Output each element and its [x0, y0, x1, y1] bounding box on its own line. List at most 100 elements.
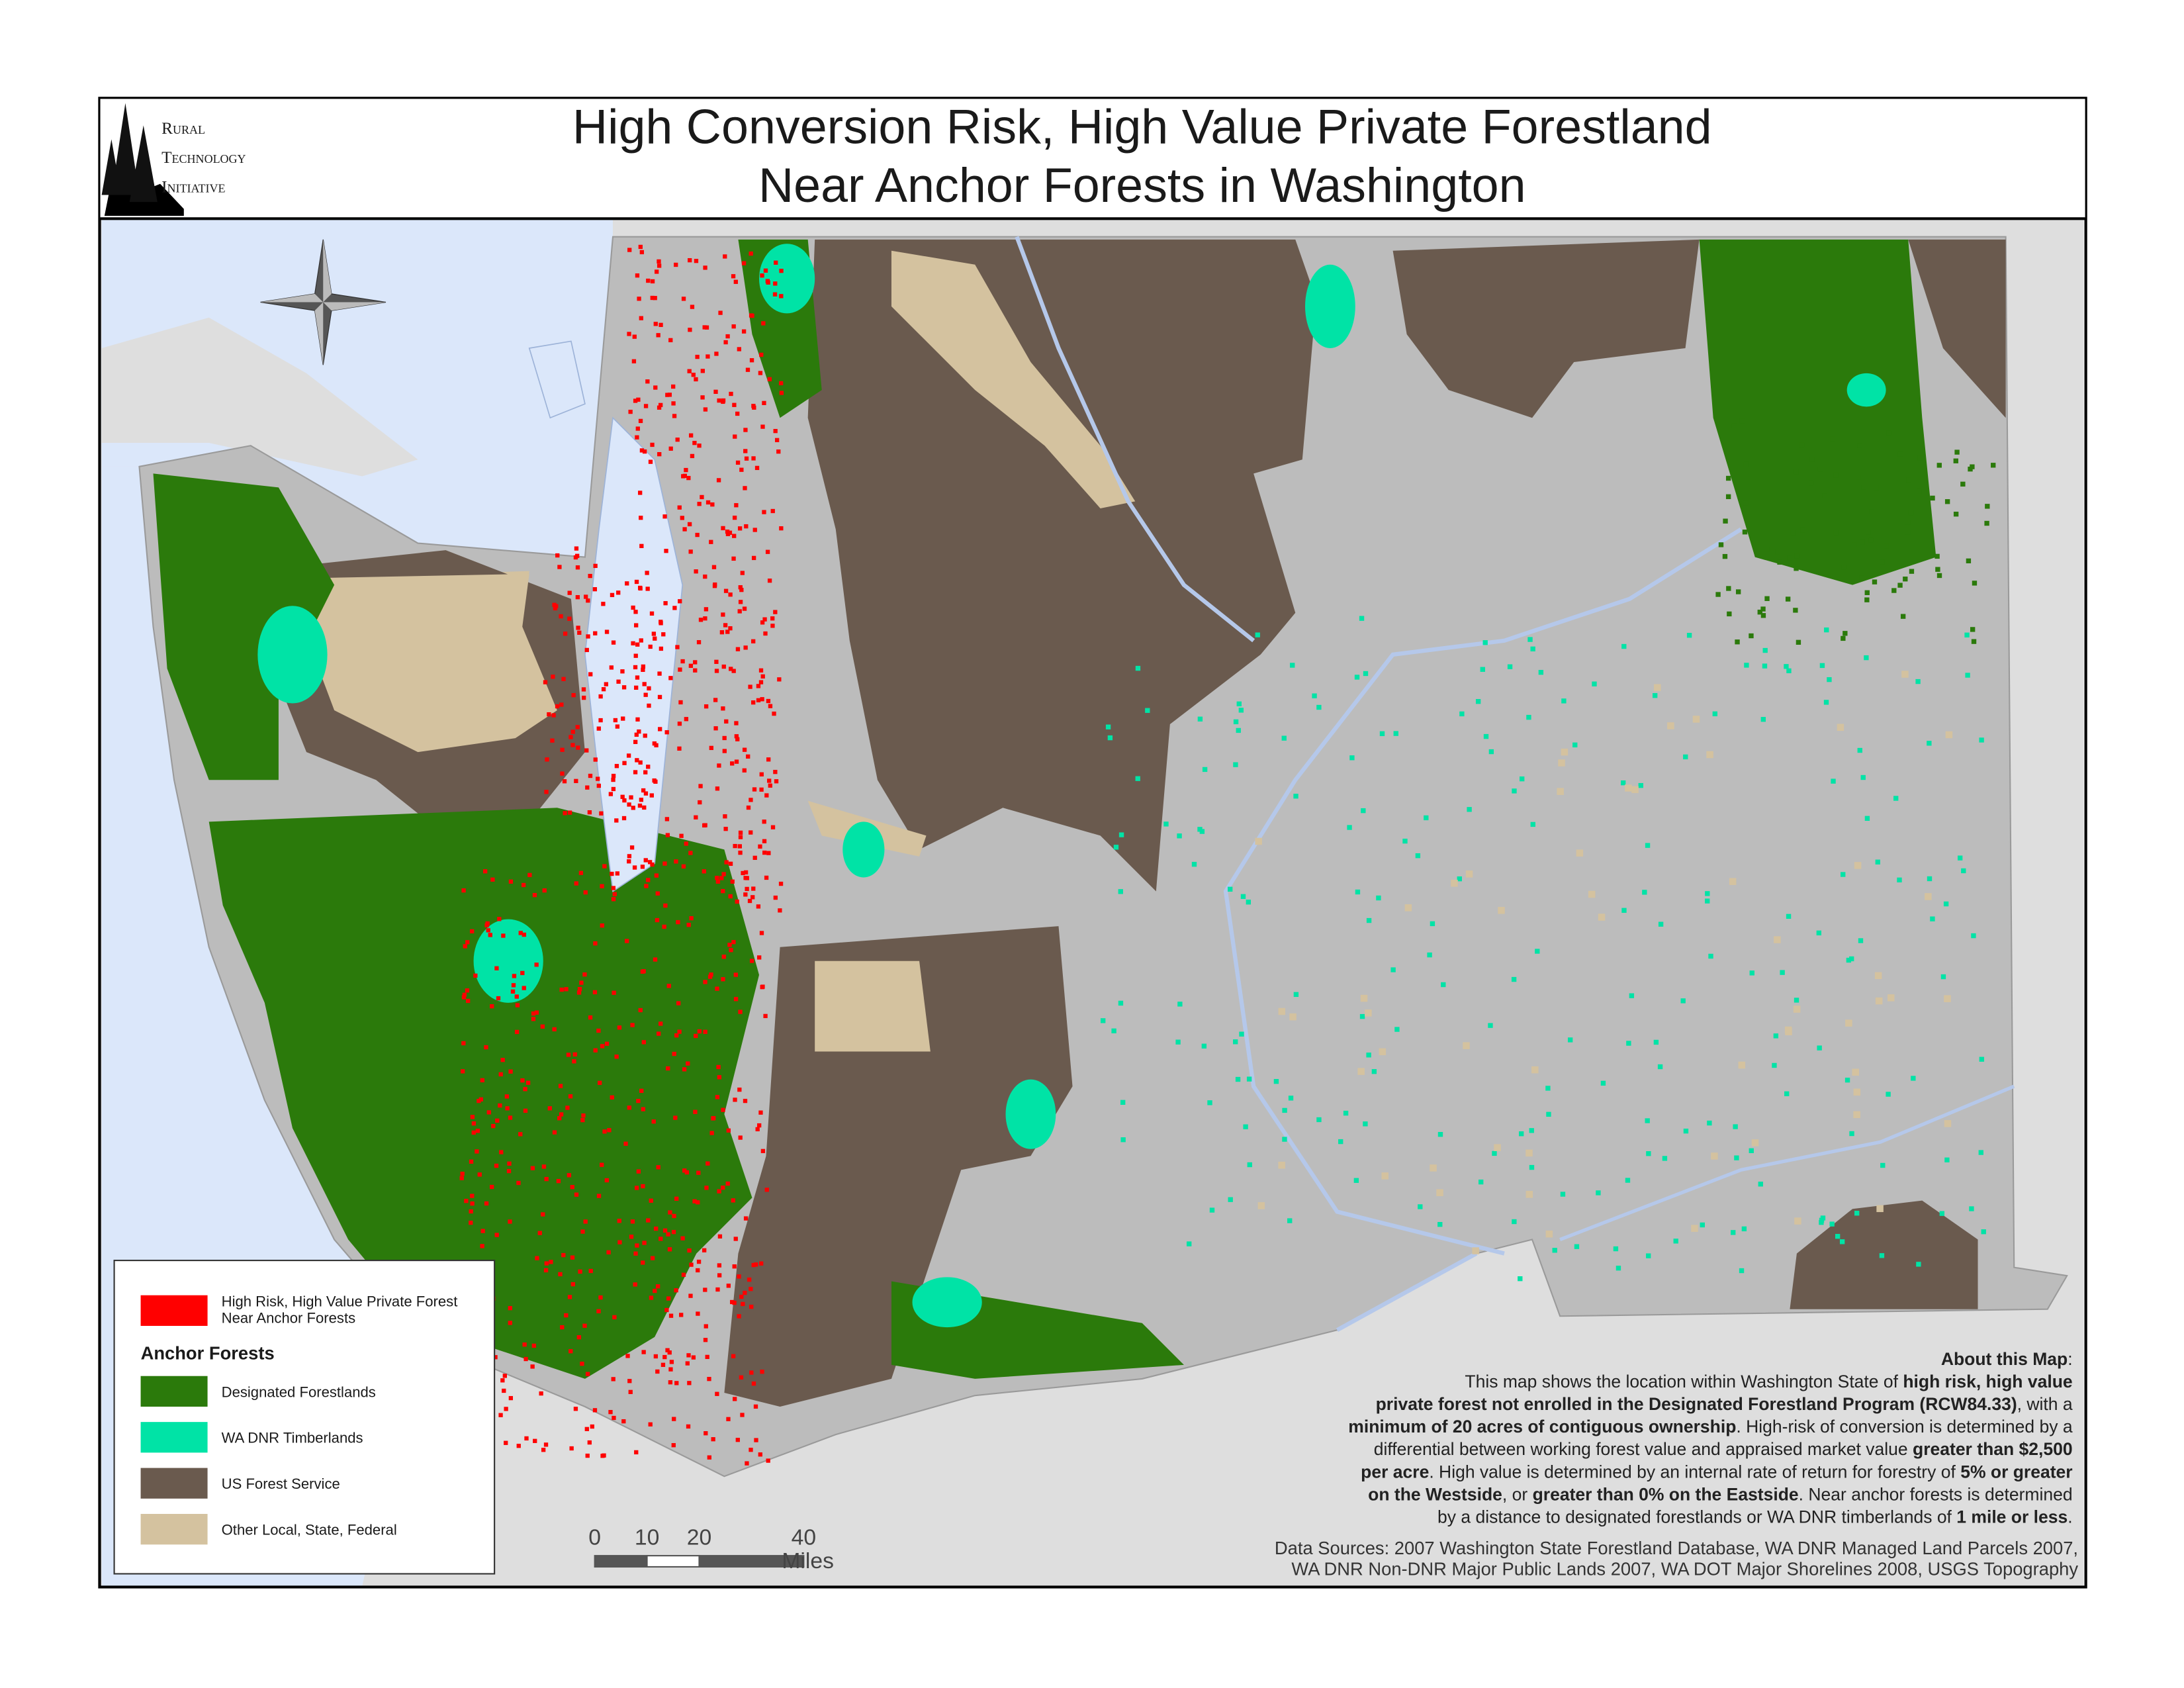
patch: [511, 983, 516, 988]
patch: [749, 251, 753, 256]
patch: [1893, 796, 1899, 801]
patch: [728, 894, 733, 899]
scale-segment: [594, 1555, 648, 1568]
patch: [1278, 1161, 1285, 1169]
patch: [1652, 693, 1658, 698]
patch: [1794, 553, 1800, 559]
patch: [1349, 755, 1355, 761]
patch: [767, 778, 772, 783]
about-run: differential between working forest valu…: [1374, 1439, 1913, 1459]
patch: [725, 334, 730, 339]
patch: [1731, 1230, 1736, 1235]
patch: [1820, 1215, 1826, 1221]
patch: [1191, 861, 1197, 867]
patch: [1592, 681, 1597, 686]
patch: [649, 793, 654, 798]
patch: [505, 1106, 510, 1111]
patch: [581, 695, 586, 700]
patch: [534, 1010, 539, 1015]
patch: [726, 1284, 731, 1288]
patch: [1731, 423, 1737, 428]
patch: [648, 459, 653, 464]
patch: [544, 1261, 549, 1266]
patch: [586, 598, 590, 603]
patch: [1725, 494, 1731, 499]
patch: [610, 1095, 614, 1100]
patch: [762, 617, 767, 622]
patch: [611, 777, 615, 782]
patch: [1866, 530, 1871, 535]
patch: [490, 1004, 494, 1009]
patch: [541, 1448, 546, 1452]
patch: [1718, 542, 1724, 547]
patch: [767, 579, 772, 583]
patch: [1120, 1100, 1126, 1105]
patch: [470, 1201, 475, 1206]
patch: [583, 1219, 588, 1224]
patch: [498, 1072, 503, 1077]
patch: [656, 333, 660, 338]
patch: [694, 815, 698, 820]
patch: [737, 844, 742, 849]
patch: [1236, 727, 1241, 733]
patch: [625, 1354, 630, 1358]
patch: [1646, 1253, 1651, 1258]
patch: [737, 1274, 741, 1279]
patch: [764, 1188, 769, 1192]
patch: [596, 1028, 601, 1033]
patch: [1441, 982, 1446, 988]
dnr-timberland: [1305, 264, 1355, 348]
patch: [671, 1443, 676, 1448]
patch: [734, 759, 739, 764]
patch: [681, 864, 686, 869]
patch: [1711, 1152, 1718, 1160]
patch: [728, 592, 733, 597]
patch: [1764, 547, 1770, 552]
patch: [1725, 475, 1731, 481]
patch: [654, 1226, 659, 1231]
patch: [593, 563, 598, 569]
patch: [1861, 485, 1866, 490]
patch: [631, 641, 635, 645]
patch: [682, 527, 687, 532]
frame: [98, 97, 2087, 1589]
patch: [1560, 1192, 1566, 1197]
patch: [1236, 701, 1242, 707]
patch: [1525, 1191, 1533, 1198]
patch: [729, 391, 733, 397]
patch: [1312, 693, 1317, 698]
snake-river: [1559, 1084, 2015, 1241]
patch: [721, 612, 725, 617]
patch: [530, 1166, 535, 1170]
patch: [1113, 845, 1119, 850]
patch: [595, 776, 600, 781]
patch: [688, 1293, 693, 1298]
patch: [766, 851, 771, 855]
patch: [1393, 731, 1398, 736]
patch: [588, 1268, 593, 1274]
patch: [704, 704, 709, 709]
patch: [1243, 1124, 1248, 1129]
patch: [592, 990, 598, 995]
patch: [494, 966, 499, 970]
patch: [1940, 974, 1946, 980]
patch: [732, 1264, 737, 1269]
patch: [612, 1415, 616, 1421]
patch: [678, 700, 683, 705]
patch: [506, 1168, 512, 1174]
patch: [733, 434, 737, 439]
patch: [668, 446, 673, 451]
patch: [1833, 530, 1839, 536]
patch: [696, 1268, 700, 1273]
patch: [1722, 553, 1728, 559]
patch: [643, 692, 648, 697]
patch: [731, 556, 736, 561]
patch: [755, 1127, 760, 1132]
patch: [655, 269, 659, 274]
patch: [690, 305, 695, 309]
patch: [1733, 1124, 1738, 1129]
patch: [633, 399, 638, 403]
patch: [1784, 1091, 1790, 1096]
patch: [759, 352, 764, 357]
